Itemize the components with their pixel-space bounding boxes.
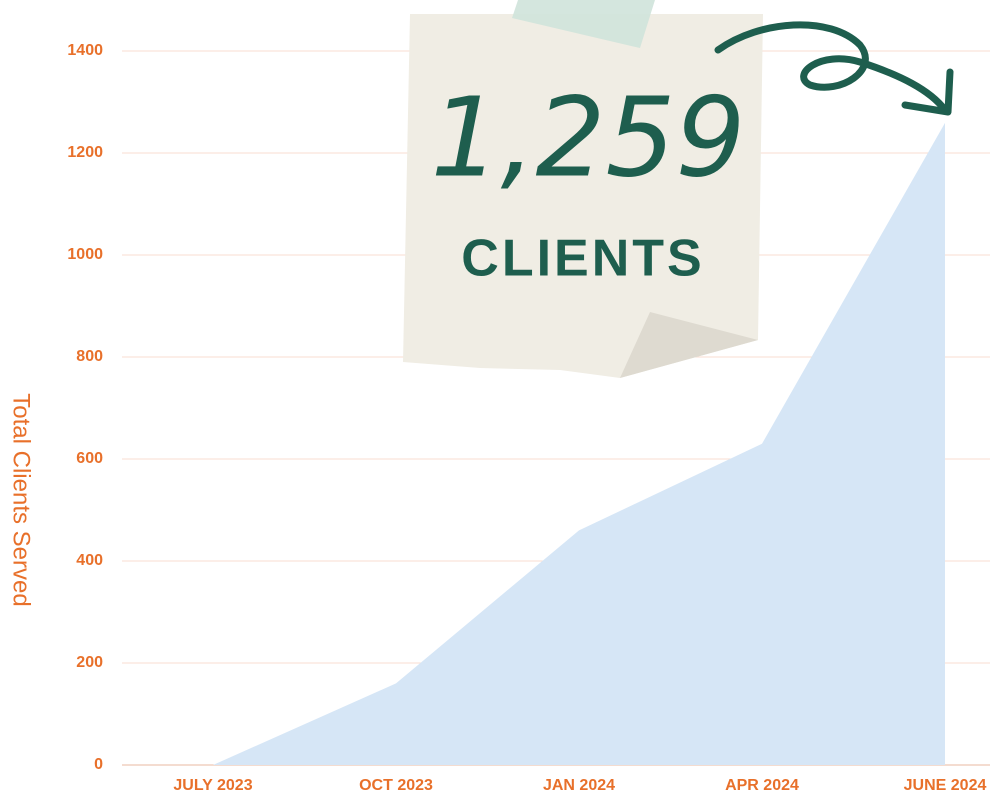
note-fold: [620, 312, 758, 378]
annotation-number: 1,259: [431, 73, 746, 201]
x-tick-label: OCT 2023: [359, 777, 433, 794]
tape: [512, 0, 655, 48]
y-tick-label: 800: [76, 348, 103, 365]
arrow: [714, 21, 949, 114]
y-axis-label: Total Clients Served: [8, 393, 35, 606]
note: [403, 14, 763, 378]
arrow-head: [901, 68, 954, 116]
y-tick-label: 0: [94, 756, 103, 773]
y-tick-label: 1200: [67, 144, 103, 161]
x-tick-label: JAN 2024: [543, 777, 615, 794]
x-tick-label: JULY 2023: [173, 777, 252, 794]
plot: 0 200 400 600 800 1000 1200 1400 JULY 2023 OCT 20…: [67, 42, 990, 794]
y-tick-label: 1000: [67, 246, 103, 263]
y-tick-label: 400: [76, 552, 103, 569]
x-tick-label: JUNE 2024: [904, 777, 987, 794]
y-tick-label: 200: [76, 654, 103, 671]
area: [213, 122, 945, 765]
y-tick-label: 600: [76, 450, 103, 467]
annotation: 1,259 CLIENTS: [403, 0, 954, 378]
x-tick-label: APR 2024: [725, 777, 799, 794]
y-tick-label: 1400: [67, 42, 103, 59]
annotation-unit: CLIENTS: [461, 230, 704, 288]
